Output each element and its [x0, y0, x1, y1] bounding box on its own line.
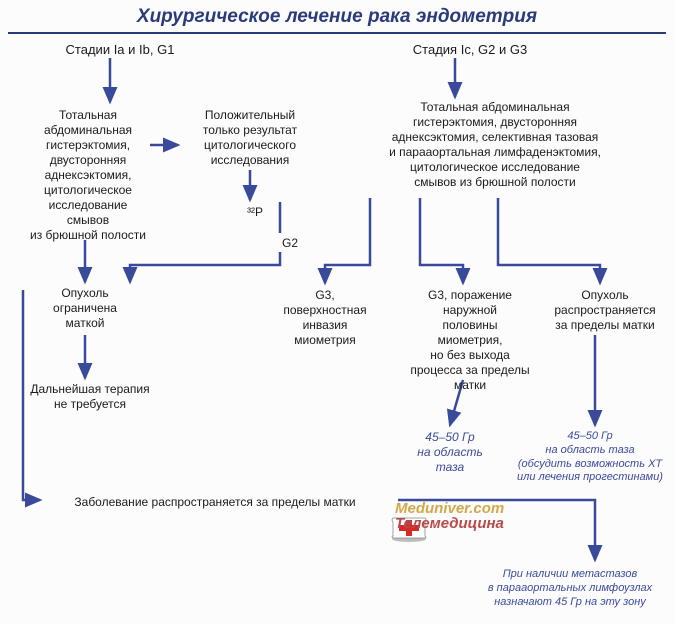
- title-underline: [8, 32, 666, 34]
- node-no_therapy: Дальнейшая терапияне требуется: [10, 382, 170, 412]
- page-title: Хирургическое лечение рака эндометрия: [0, 0, 674, 32]
- node-box_right: Тотальная абдоминальнаягистерэктомия, дв…: [345, 100, 645, 190]
- title-text: Хирургическое лечение рака эндометрия: [137, 6, 537, 27]
- node-metastases: При наличии метастазовв парааортальных л…: [470, 568, 670, 609]
- node-stage_right: Стадия Ic, G2 и G3: [370, 42, 570, 58]
- node-dose_left: 45–50 Грна областьтаза: [395, 430, 505, 475]
- node-tumor_spread: Опухольраспространяетсяза пределы матки: [540, 288, 670, 333]
- node-g3_outer: G3, поражениенаружнойполовинымиометрия,н…: [395, 288, 545, 393]
- node-p32: ³²P: [225, 205, 285, 220]
- watermark-line2: Телемедицина: [395, 515, 504, 532]
- node-box_left: Тотальнаяабдоминальнаягистерэктомия,двус…: [18, 108, 158, 243]
- node-box_mid: Положительныйтолько результатцитологичес…: [175, 108, 325, 168]
- node-beyond_uterus: Заболевание распространяется за пределы …: [35, 495, 395, 510]
- watermark: Meduniver.com Телемедицина: [395, 500, 504, 534]
- node-g3_superficial: G3,поверхностнаяинвазиямиометрия: [260, 288, 390, 348]
- node-g2_label: G2: [270, 236, 310, 251]
- node-tumor_limited: Опухольограниченаматкой: [25, 286, 145, 331]
- node-dose_right: 45–50 Грна область таза(обсудить возможн…: [505, 430, 674, 485]
- node-stage_left: Стадии Ia и Ib, G1: [30, 42, 210, 58]
